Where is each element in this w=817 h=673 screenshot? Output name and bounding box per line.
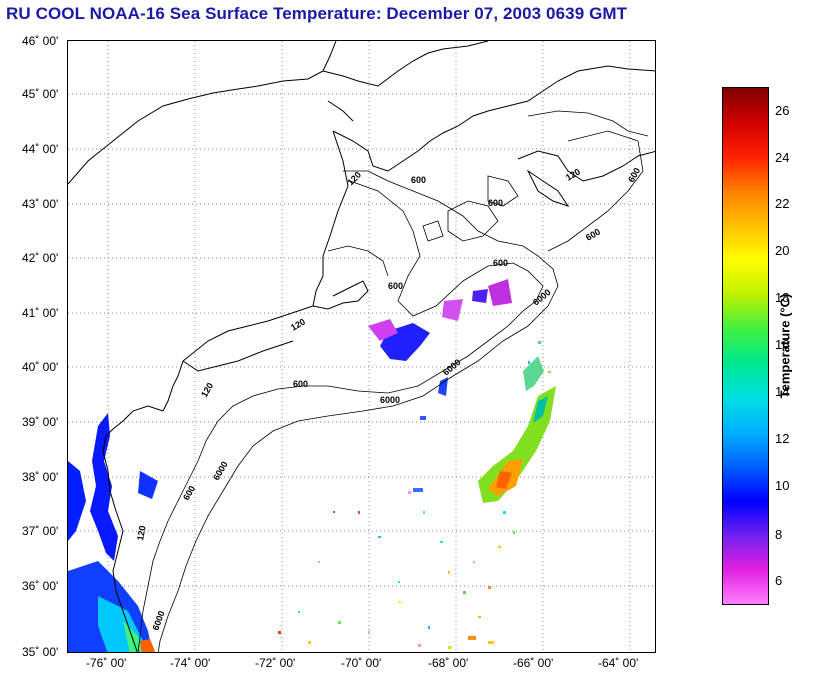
lat-label: 42˚ 00': [22, 251, 59, 265]
lat-label: 36˚ 00': [22, 579, 59, 593]
lat-label: 41˚ 00': [22, 306, 59, 320]
chesapeake-bay-sst: [90, 413, 118, 561]
coastline: [68, 41, 655, 652]
colorbar-tick: 20: [775, 243, 790, 258]
colorbar-label: Temperature (°C): [777, 293, 793, 399]
colorbar-tick: 18: [775, 290, 790, 305]
delaware-bay-sst: [138, 471, 158, 499]
svg-text:6000: 6000: [380, 395, 400, 405]
lat-label: 35˚ 00': [22, 645, 59, 659]
colorbar-tick: 16: [775, 337, 790, 352]
svg-text:600: 600: [488, 198, 503, 208]
svg-text:120: 120: [199, 381, 215, 399]
lon-label: -76˚ 00': [86, 656, 127, 670]
lon-label: -66˚ 00': [513, 656, 554, 670]
svg-text:600: 600: [388, 281, 403, 291]
colorbar-tick: 8: [775, 527, 783, 542]
map-title: RU COOL NOAA-16 Sea Surface Temperature:…: [6, 4, 628, 23]
temperature-colorbar: [722, 87, 769, 605]
svg-text:6000: 6000: [531, 287, 553, 308]
lon-label: -74˚ 00': [170, 656, 211, 670]
svg-text:600: 600: [411, 175, 426, 185]
svg-text:600: 600: [181, 484, 197, 502]
svg-text:600: 600: [626, 166, 642, 184]
lat-label: 37˚ 00': [22, 524, 59, 538]
lat-label: 44˚ 00': [22, 142, 59, 156]
lon-label: -72˚ 00': [255, 656, 296, 670]
lat-label: 38˚ 00': [22, 470, 59, 484]
svg-text:600: 600: [493, 258, 508, 268]
sst-map: 120 600 600 600 600 600 6000 6000 6000 6…: [67, 40, 656, 653]
lat-label: 43˚ 00': [22, 197, 59, 211]
svg-text:120: 120: [135, 525, 147, 542]
sst-data-layer: [68, 279, 556, 652]
svg-text:600: 600: [293, 379, 308, 389]
colorbar-tick: 24: [775, 150, 790, 165]
lat-label: 40˚ 00': [22, 360, 59, 374]
lon-label: -64˚ 00': [598, 656, 639, 670]
lat-label: 45˚ 00': [22, 87, 59, 101]
colorbar-tick: 22: [775, 196, 790, 211]
graticule: [68, 41, 655, 652]
svg-text:120: 120: [289, 317, 307, 333]
lon-label: -68˚ 00': [428, 656, 469, 670]
colorbar-tick: 10: [775, 478, 790, 493]
svg-text:6000: 6000: [211, 460, 230, 482]
colorbar-tick: 6: [775, 573, 783, 588]
colorbar-tick: 14: [775, 384, 790, 399]
lat-label: 39˚ 00': [22, 415, 59, 429]
lat-label: 46˚ 00': [22, 34, 59, 48]
scattered-sst-pixels: [278, 341, 551, 649]
svg-text:6000: 6000: [441, 357, 463, 378]
colorbar-tick: 26: [775, 103, 790, 118]
isobath-labels: 120 600 600 600 600 600 6000 6000 6000 6…: [135, 166, 642, 632]
svg-text:600: 600: [584, 227, 602, 243]
isobath-contours: [137, 110, 649, 652]
map-canvas: 120 600 600 600 600 600 6000 6000 6000 6…: [68, 41, 655, 652]
colorbar-tick: 12: [775, 431, 790, 446]
lon-label: -70˚ 00': [341, 656, 382, 670]
